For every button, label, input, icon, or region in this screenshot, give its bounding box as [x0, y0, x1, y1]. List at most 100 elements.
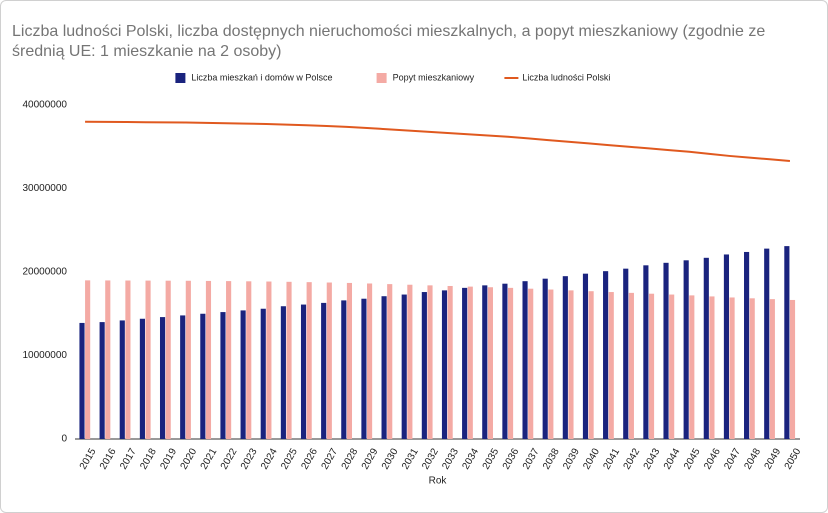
bar — [789, 299, 796, 439]
line — [85, 120, 791, 162]
bar — [381, 296, 387, 439]
bar — [220, 312, 226, 439]
bar — [669, 294, 675, 439]
bar — [548, 289, 554, 439]
bar — [105, 280, 111, 439]
legend-label: Liczba mieszkań i domów w Polsce — [191, 72, 332, 82]
bar — [246, 281, 252, 439]
x-tick-label: 2044 — [662, 446, 683, 471]
x-tick-label: 2028 — [340, 446, 361, 471]
bar — [306, 282, 312, 439]
x-tick-label: 2049 — [763, 446, 784, 471]
x-tick-label: 2038 — [541, 446, 562, 471]
x-tick-label: 2035 — [481, 446, 502, 471]
bar — [427, 285, 433, 439]
x-tick-label: 2050 — [783, 446, 804, 471]
x-tick-label: 2022 — [219, 446, 240, 471]
bar — [502, 283, 508, 439]
bar — [663, 262, 669, 439]
x-tick-label: 2032 — [420, 446, 441, 471]
y-tick-label: 20000000 — [23, 267, 68, 278]
bar — [139, 318, 145, 439]
bar — [387, 284, 393, 439]
bar — [367, 283, 373, 439]
chart-title: Liczba ludności Polski, liczba dostępnyc… — [12, 23, 766, 60]
bar — [79, 322, 85, 439]
x-tick-label: 2048 — [742, 446, 763, 471]
bar — [447, 285, 453, 439]
bar — [226, 281, 232, 439]
bar — [159, 317, 166, 439]
bar — [180, 315, 186, 439]
bar — [769, 299, 775, 439]
y-tick-label: 40000000 — [23, 100, 68, 111]
bar — [421, 292, 427, 439]
x-tick-label: 2023 — [239, 446, 260, 471]
x-tick-label: 2025 — [279, 446, 300, 471]
bar — [643, 265, 649, 439]
bar — [462, 287, 468, 439]
bar — [341, 300, 347, 439]
bar — [689, 295, 695, 439]
bar — [286, 281, 292, 439]
legend-swatch — [376, 73, 387, 83]
x-tick-label: 2039 — [561, 446, 582, 471]
bar — [608, 292, 614, 439]
bar — [401, 294, 407, 439]
x-tick-label: 2017 — [118, 446, 139, 471]
bar — [744, 251, 750, 439]
bar — [582, 273, 589, 439]
x-tick-label: 2041 — [601, 446, 622, 471]
bar — [623, 268, 629, 439]
legend-label: Liczba ludności Polski — [522, 72, 610, 82]
bar — [165, 280, 171, 439]
bar — [467, 286, 473, 439]
x-tick-label: 2046 — [702, 446, 723, 471]
bar — [764, 248, 770, 439]
legend-label: Popyt mieszkaniowy — [393, 72, 475, 82]
bar — [709, 296, 715, 439]
bar — [185, 280, 191, 439]
x-tick-label: 2036 — [501, 446, 522, 471]
bar — [628, 292, 634, 439]
bar — [205, 280, 212, 439]
x-tick-label: 2018 — [138, 446, 159, 471]
bar — [588, 291, 594, 439]
y-tick-label: 0 — [61, 434, 67, 445]
bar — [749, 298, 755, 439]
bar — [562, 276, 568, 439]
x-tick-label: 2034 — [461, 446, 482, 471]
bar — [507, 287, 514, 439]
bar — [648, 293, 655, 439]
x-tick-label: 2021 — [199, 446, 220, 471]
bar — [542, 278, 548, 439]
bar — [85, 280, 91, 439]
x-tick-label: 2019 — [158, 446, 179, 471]
x-tick-label: 2027 — [320, 446, 341, 471]
legend-swatch — [175, 73, 186, 83]
x-tick-label: 2037 — [521, 446, 542, 471]
bar — [99, 322, 105, 439]
bar — [603, 271, 609, 439]
x-tick-label: 2020 — [179, 446, 200, 471]
bar — [300, 304, 307, 439]
y-tick-label: 10000000 — [23, 350, 68, 361]
bar — [528, 288, 534, 439]
bar — [119, 320, 125, 439]
bar — [407, 284, 413, 439]
x-tick-label: 2047 — [722, 446, 743, 471]
x-tick-label: 2016 — [98, 446, 119, 471]
bar — [260, 308, 266, 439]
bar — [266, 281, 272, 439]
bar — [280, 306, 286, 439]
bar — [683, 260, 689, 439]
y-tick-label: 30000000 — [23, 183, 68, 194]
bar — [522, 281, 528, 439]
x-tick-label: 2043 — [642, 446, 663, 471]
x-tick-label: 2033 — [440, 446, 461, 471]
bar — [441, 290, 448, 439]
x-axis-title: Rok — [429, 476, 448, 487]
x-tick-label: 2045 — [682, 446, 703, 471]
bar — [703, 257, 709, 439]
bar — [200, 313, 206, 439]
